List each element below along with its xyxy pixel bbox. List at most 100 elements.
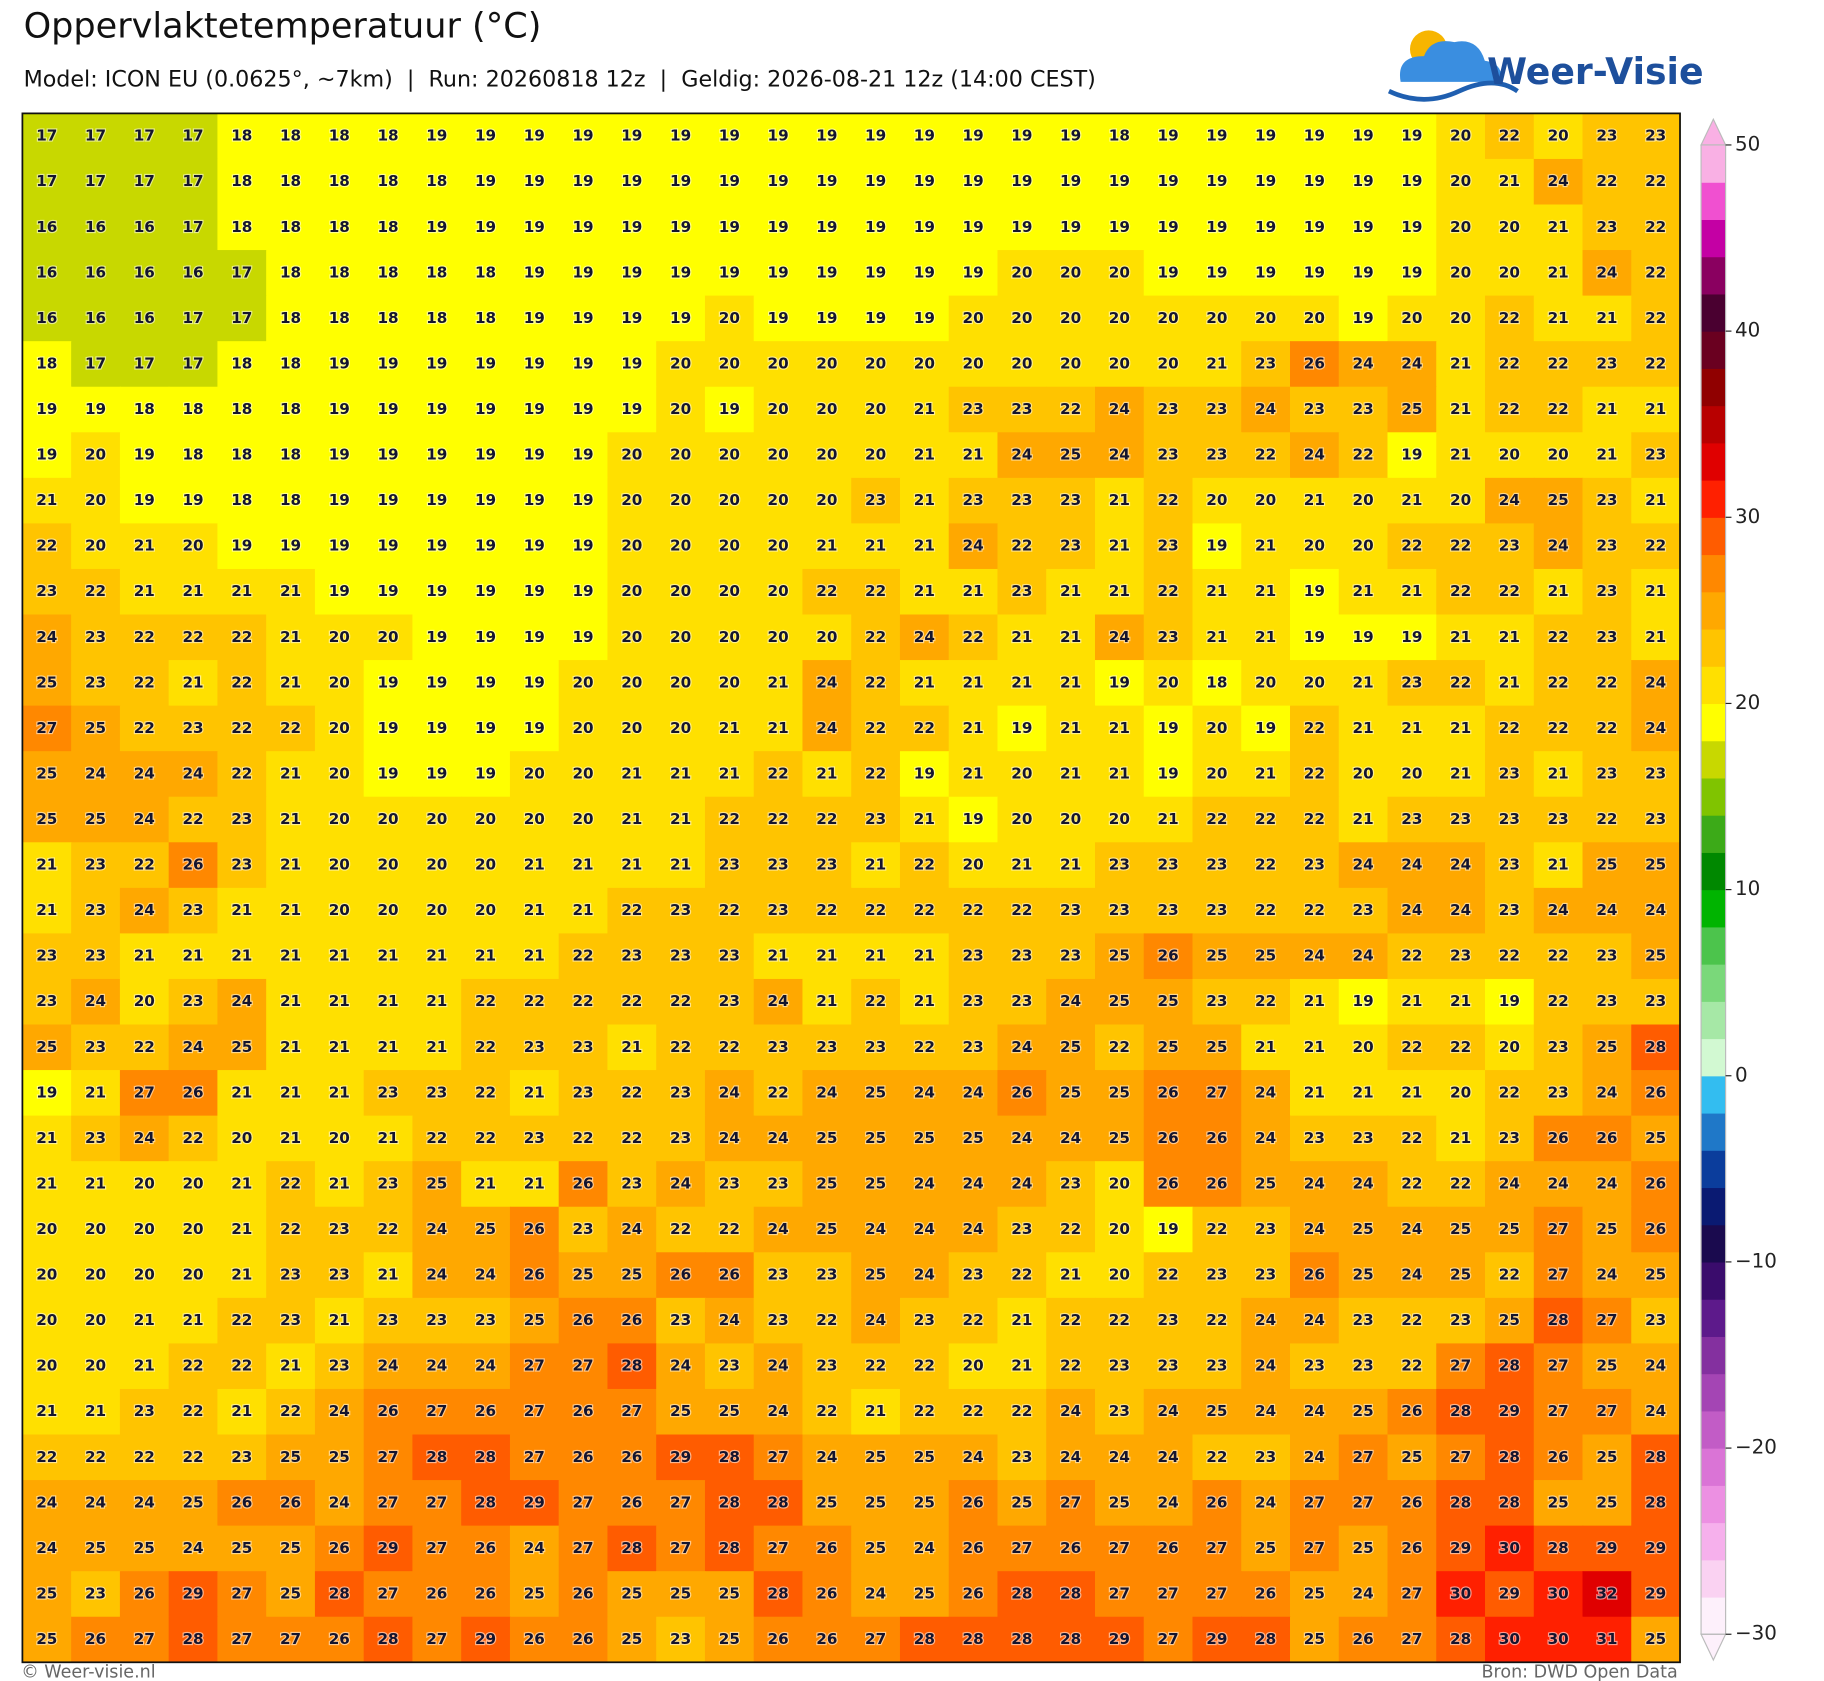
temperature-cell: [656, 1388, 706, 1436]
temperature-cell: [22, 204, 72, 251]
temperature-cell: [1582, 1297, 1632, 1345]
temperature-cell: [1338, 1343, 1389, 1390]
temperature-cell: [314, 660, 365, 707]
temperature-label: 20: [1255, 673, 1276, 691]
temperature-label: 20: [182, 1266, 203, 1284]
temperature-cell: [899, 1161, 950, 1208]
temperature-cell: [1582, 113, 1632, 160]
temperature-label: 22: [670, 1038, 691, 1056]
temperature-cell: [1387, 614, 1437, 661]
temperature-cell: [1436, 660, 1486, 707]
temperature-label: 27: [1060, 1493, 1081, 1511]
temperature-cell: [1338, 295, 1389, 342]
temperature-label: 18: [231, 354, 252, 372]
temperature-cell: [217, 1206, 267, 1253]
temperature-label: 27: [1011, 1539, 1032, 1557]
temperature-label: 23: [1060, 491, 1081, 509]
temperature-cell: [314, 978, 365, 1026]
temperature-label: 25: [719, 1402, 740, 1420]
temperature-cell: [1046, 341, 1096, 388]
temperature-cell: [1143, 1434, 1194, 1481]
temperature-cell: [704, 158, 755, 206]
temperature-label: 22: [475, 1129, 496, 1147]
temperature-label: 22: [1401, 1174, 1422, 1192]
temperature-label: 23: [572, 1220, 593, 1238]
temperature-cell: [412, 842, 462, 889]
temperature-label: 19: [475, 400, 496, 418]
colorbar-bin: [1701, 331, 1726, 369]
temperature-label: 19: [1011, 172, 1032, 190]
temperature-cell: [461, 1070, 511, 1117]
temperature-cell: [704, 1115, 755, 1162]
temperature-cell: [1094, 1161, 1145, 1208]
temperature-label: 26: [524, 1630, 545, 1648]
temperature-cell: [1046, 295, 1096, 342]
temperature-cell: [1192, 842, 1242, 889]
colorbar-tick-label: 10: [1735, 877, 1760, 900]
temperature-cell: [266, 660, 316, 707]
temperature-cell: [71, 842, 121, 889]
temperature-label: 25: [329, 1448, 350, 1466]
temperature-label: 22: [1499, 719, 1520, 737]
temperature-cell: [412, 1161, 462, 1208]
temperature-label: 17: [36, 127, 57, 145]
temperature-label: 26: [963, 1539, 984, 1557]
temperature-cell: [71, 751, 121, 798]
temperature-label: 25: [1596, 1493, 1617, 1511]
temperature-cell: [119, 113, 170, 160]
temperature-cell: [607, 1616, 657, 1663]
temperature-label: 26: [572, 1630, 593, 1648]
temperature-cell: [1192, 751, 1242, 798]
temperature-label: 18: [182, 400, 203, 418]
temperature-cell: [851, 1070, 901, 1117]
temperature-label: 21: [182, 582, 203, 600]
temperature-cell: [363, 1616, 414, 1663]
temperature-cell: [1533, 477, 1584, 525]
temperature-label: 24: [182, 764, 203, 782]
temperature-label: 20: [719, 354, 740, 372]
temperature-label: 21: [1548, 309, 1569, 327]
temperature-label: 28: [475, 1448, 496, 1466]
temperature-label: 21: [1255, 628, 1276, 646]
temperature-cell: [1387, 887, 1437, 935]
temperature-label: 27: [572, 1539, 593, 1557]
temperature-cell: [1631, 842, 1681, 889]
temperature-label: 22: [1401, 1038, 1422, 1056]
temperature-cell: [217, 1525, 267, 1572]
temperature-cell: [168, 1480, 219, 1527]
temperature-cell: [168, 295, 219, 342]
temperature-cell: [997, 250, 1047, 297]
temperature-label: 22: [231, 1357, 252, 1375]
temperature-cell: [461, 660, 511, 707]
temperature-label: 23: [621, 947, 642, 965]
temperature-cell: [217, 1388, 267, 1436]
temperature-cell: [704, 113, 755, 160]
temperature-label: 20: [963, 309, 984, 327]
temperature-cell: [71, 796, 121, 843]
temperature-label: 23: [1255, 1220, 1276, 1238]
temperature-cell: [851, 751, 901, 798]
temperature-cell: [607, 432, 657, 479]
temperature-cell: [1289, 1388, 1340, 1436]
temperature-cell: [802, 1070, 852, 1117]
temperature-cell: [461, 1297, 511, 1345]
temperature-cell: [1582, 614, 1632, 661]
temperature-label: 21: [231, 1220, 252, 1238]
temperature-label: 21: [134, 537, 155, 555]
colorbar-bin: [1701, 777, 1726, 816]
temperature-cell: [1387, 568, 1437, 616]
temperature-label: 21: [182, 1311, 203, 1329]
temperature-cell: [71, 1252, 121, 1299]
temperature-cell: [1436, 887, 1486, 935]
temperature-label: 18: [280, 400, 301, 418]
temperature-label: 25: [36, 673, 57, 691]
temperature-cell: [1631, 523, 1681, 570]
temperature-label: 25: [1353, 1266, 1374, 1284]
temperature-cell: [412, 751, 462, 798]
temperature-label: 23: [1499, 1129, 1520, 1147]
temperature-cell: [558, 113, 609, 160]
temperature-cell: [1143, 568, 1194, 616]
temperature-cell: [1533, 1388, 1584, 1436]
temperature-label: 21: [524, 856, 545, 874]
temperature-cell: [558, 660, 609, 707]
